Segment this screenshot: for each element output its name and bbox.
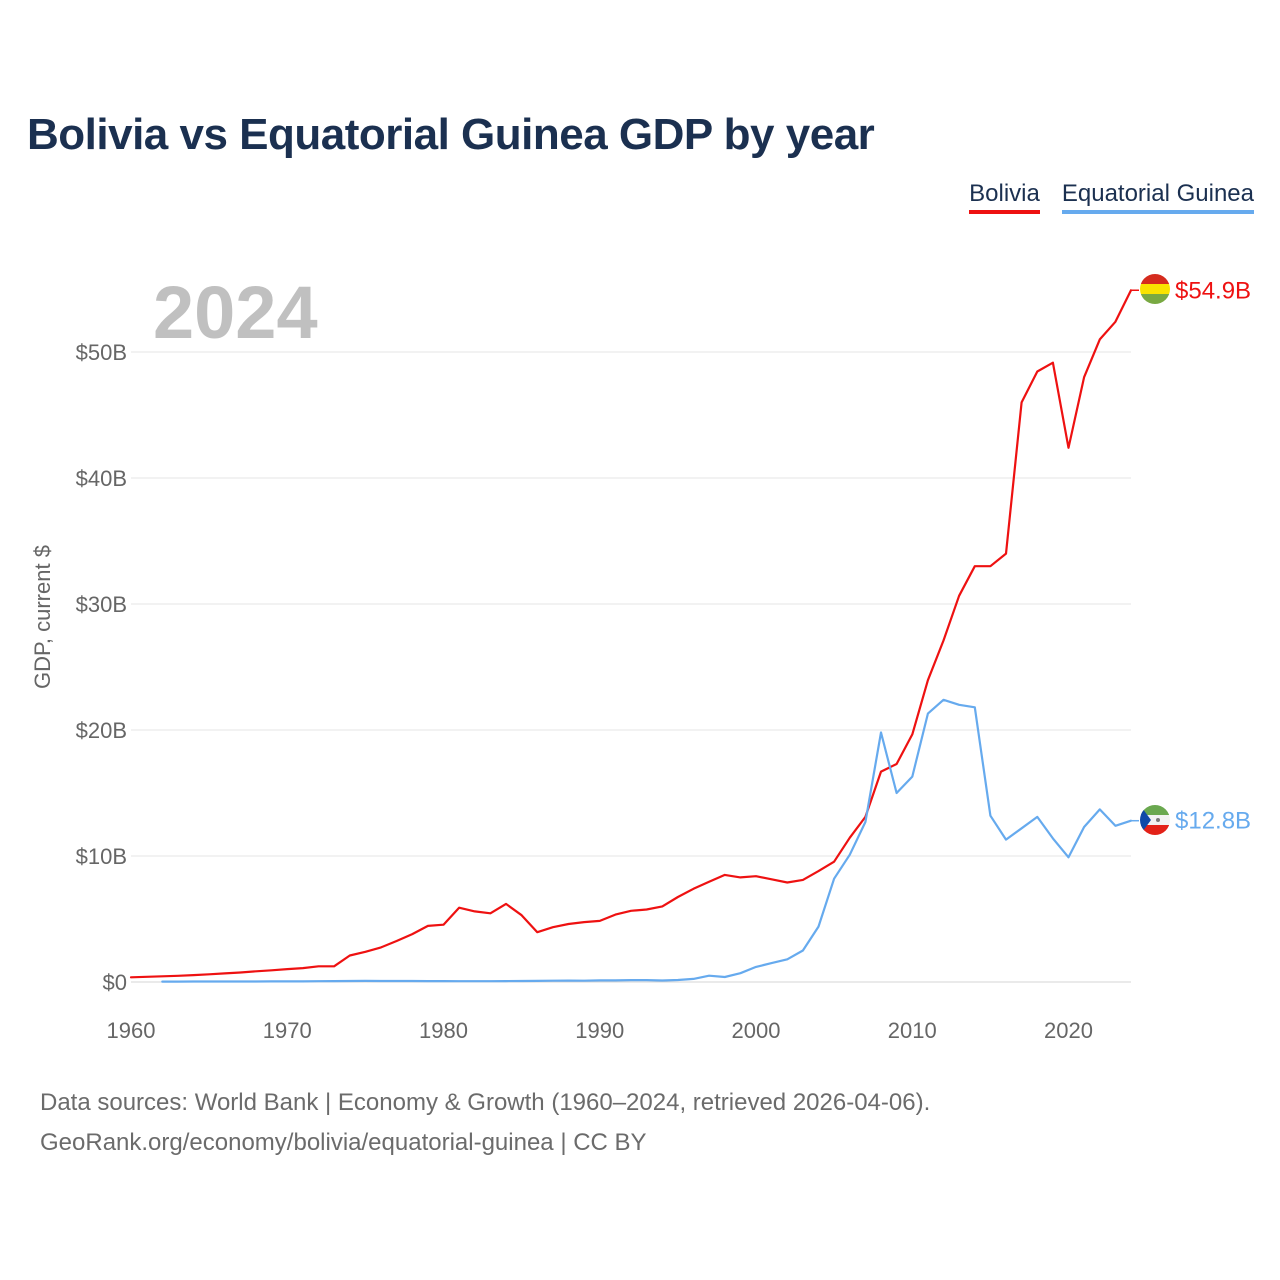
- y-axis-ticks: $0 $10B $20B $30B $40B $50B: [76, 340, 127, 995]
- x-tick-label: 1970: [263, 1018, 312, 1043]
- y-tick-label: $50B: [76, 340, 127, 365]
- footer: Data sources: World Bank | Economy & Gro…: [40, 1083, 930, 1163]
- x-axis-ticks: 1960 1970 1980 1990 2000 2010 2020: [107, 1018, 1093, 1043]
- chart-title: Bolivia vs Equatorial Guinea GDP by year: [27, 110, 875, 159]
- x-tick-label: 1990: [575, 1018, 624, 1043]
- x-tick-label: 2010: [888, 1018, 937, 1043]
- year-label: 2024: [153, 271, 318, 354]
- y-tick-label: $0: [103, 970, 127, 995]
- source-note: Data sources: World Bank | Economy & Gro…: [40, 1089, 931, 1116]
- x-tick-label: 1980: [419, 1018, 468, 1043]
- y-tick-label: $30B: [76, 592, 127, 617]
- equatorial-guinea-flag-icon: [1140, 805, 1170, 835]
- legend-item-bolivia[interactable]: Bolivia: [969, 180, 1040, 214]
- bolivia-flag-icon: [1140, 274, 1170, 304]
- end-value-label: $54.9B: [1175, 277, 1251, 304]
- series-lines: [129, 289, 1133, 983]
- series-line: [129, 289, 1133, 979]
- legend-item-equatorial-guinea[interactable]: Equatorial Guinea: [1061, 180, 1254, 214]
- y-tick-label: $40B: [76, 466, 127, 491]
- legend: Bolivia Equatorial Guinea: [969, 180, 1254, 214]
- y-tick-label: $10B: [76, 844, 127, 869]
- end-labels: $54.9B $12.8B: [1131, 277, 1251, 835]
- source-link[interactable]: GeoRank.org/economy/bolivia/equatorial-g…: [40, 1129, 647, 1156]
- end-value-label: $12.8B: [1175, 808, 1251, 835]
- y-axis-title: GDP, current $: [30, 545, 55, 689]
- x-tick-label: 2000: [732, 1018, 781, 1043]
- series-line: [161, 698, 1133, 983]
- x-tick-label: 1960: [107, 1018, 156, 1043]
- y-tick-label: $20B: [76, 718, 127, 743]
- grid: [131, 351, 1131, 983]
- x-tick-label: 2020: [1044, 1018, 1093, 1043]
